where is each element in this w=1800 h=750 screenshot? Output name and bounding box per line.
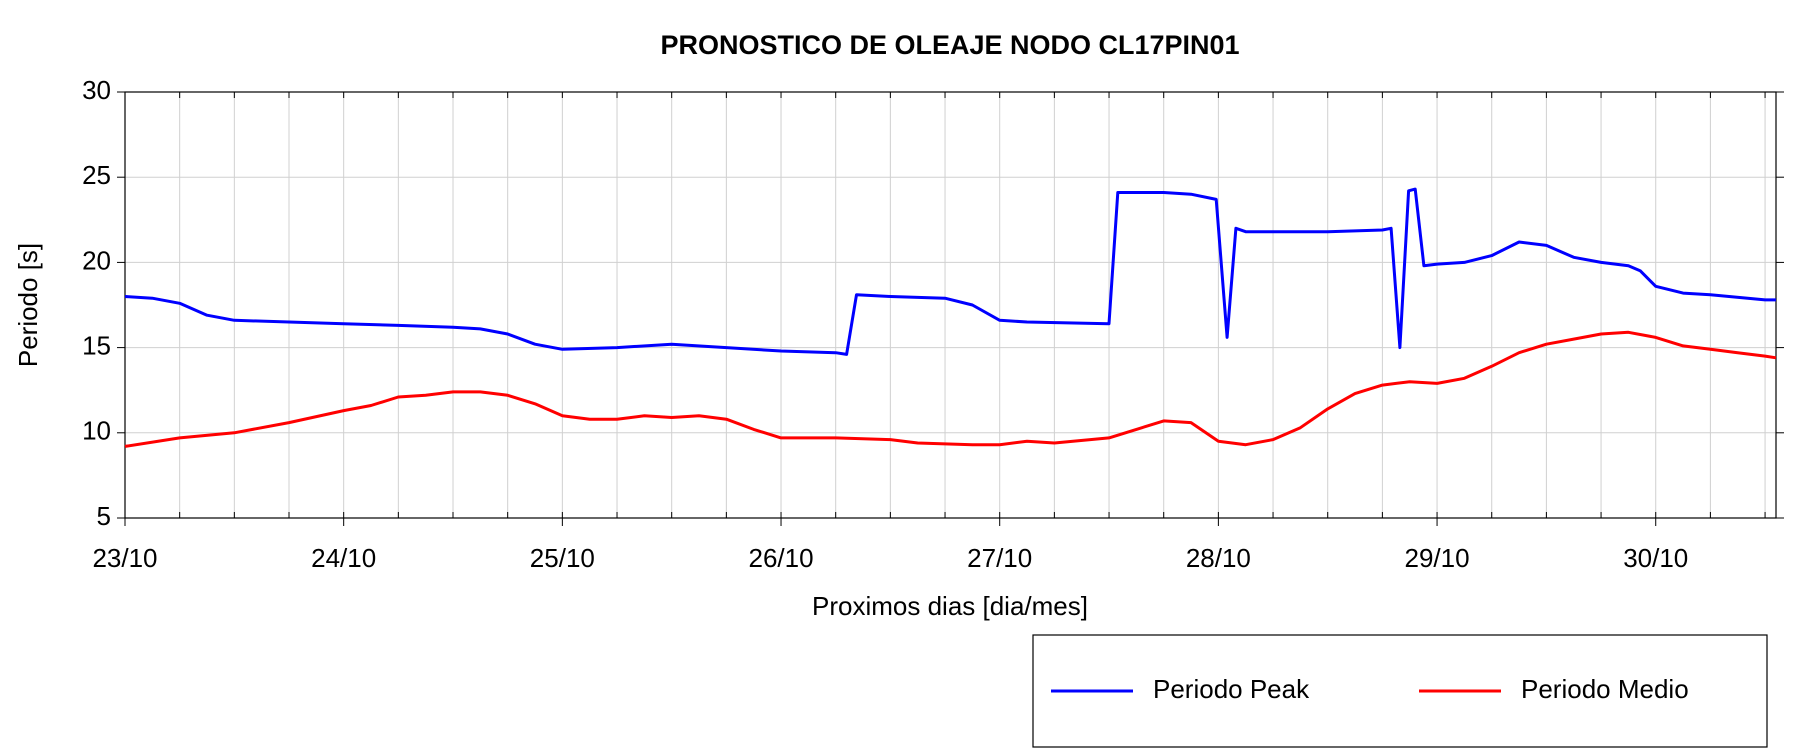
x-tick-label: 29/10 [1405,543,1470,573]
legend-label: Periodo Medio [1521,674,1689,704]
x-tick-label: 24/10 [311,543,376,573]
x-tick-label: 23/10 [92,543,157,573]
plot-frame [124,91,1777,519]
legend-box [1032,634,1768,748]
y-tick-label: 20 [82,245,111,275]
x-tick-label: 25/10 [530,543,595,573]
series-line [124,330,1777,448]
y-tick-label: 25 [82,160,111,190]
y-tick-label: 5 [97,501,111,531]
x-tick-label: 28/10 [1186,543,1251,573]
x-axis-label: Proximos dias [dia/mes] [812,591,1088,621]
y-tick-label: 15 [82,330,111,360]
series-line [124,187,1776,356]
y-tick-label: 10 [82,416,111,446]
x-tick-label: 27/10 [967,543,1032,573]
legend-label: Periodo Peak [1153,674,1310,704]
x-tick-label: 26/10 [748,543,813,573]
y-axis-label: Periodo [s] [13,243,43,367]
x-tick-label: 30/10 [1623,543,1688,573]
y-tick-label: 30 [82,75,111,105]
chart-title: PRONOSTICO DE OLEAJE NODO CL17PIN01 [660,30,1239,60]
